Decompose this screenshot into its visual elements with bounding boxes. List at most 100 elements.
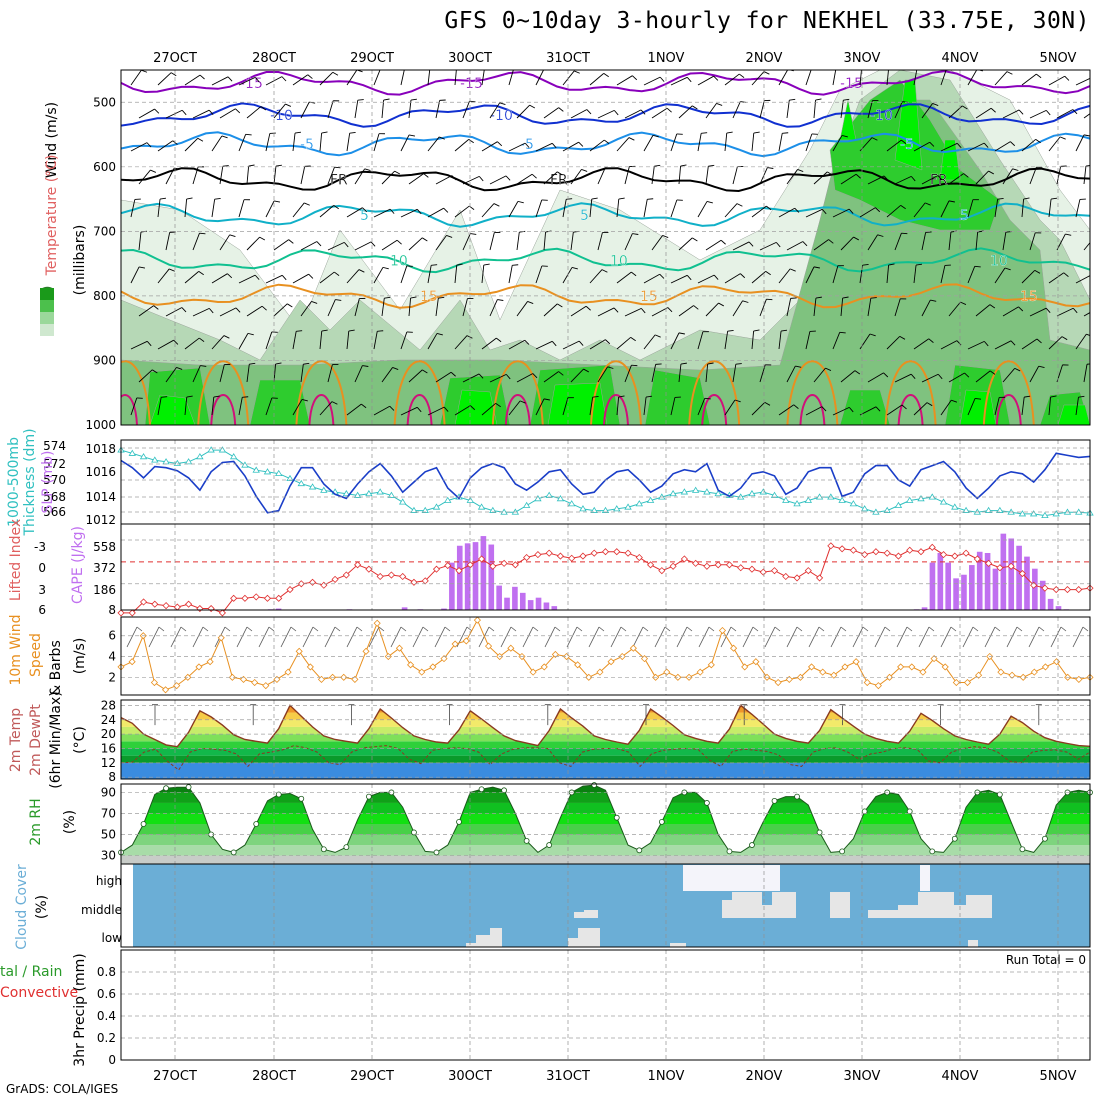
wind-barb xyxy=(940,70,947,86)
wind-barb xyxy=(805,266,815,284)
data-point-marker xyxy=(917,495,925,502)
lifted-index-tick-label: -3 xyxy=(34,540,46,554)
wind10-barb-flag xyxy=(444,626,451,632)
wind-barb xyxy=(894,233,902,251)
rh2m-marker xyxy=(749,842,755,848)
wind-barb xyxy=(1056,307,1074,317)
wind-barb xyxy=(678,237,693,251)
wind-barb xyxy=(508,265,513,284)
cloud-cover-cell xyxy=(898,905,918,918)
rh2m-marker xyxy=(839,848,846,855)
wind-barb xyxy=(130,199,136,218)
wind-barb-flag xyxy=(910,176,916,182)
data-point-marker xyxy=(362,647,370,655)
rh2m-marker xyxy=(771,797,778,804)
precip-axis-title: 3hr Precip (mm) xyxy=(72,953,88,1066)
wind-barb-flag xyxy=(862,263,869,266)
wind-barb-flag xyxy=(470,233,477,235)
wind-barb-flag xyxy=(848,208,854,214)
wind-barb-flag xyxy=(505,374,511,380)
wind10-barb xyxy=(610,626,622,648)
data-point-marker xyxy=(574,661,582,669)
wind-barb-flag xyxy=(632,75,638,81)
wind-barb-flag xyxy=(176,366,183,370)
wind-barb xyxy=(1002,168,1013,185)
wind-barb xyxy=(670,332,680,350)
rh2m-marker xyxy=(456,818,462,825)
wind-barb-flag xyxy=(1078,395,1085,398)
wind-barb xyxy=(616,397,620,416)
data-point-marker xyxy=(919,668,927,676)
rh-band xyxy=(121,813,1090,824)
wind-barb-flag xyxy=(706,200,713,204)
data-point-marker xyxy=(680,555,688,563)
cape-bar xyxy=(1039,580,1046,610)
wind-barb-flag xyxy=(273,200,281,203)
wind-barb-flag xyxy=(496,337,502,343)
wind10-barb-flag xyxy=(136,626,143,632)
wind-barb-flag xyxy=(765,270,771,276)
wind10-axis-title-2: Speed xyxy=(28,633,44,677)
wind-barb-flag xyxy=(640,109,646,115)
wind-barb-flag xyxy=(735,363,742,365)
wind-barb xyxy=(319,71,334,86)
wind-barb xyxy=(678,305,694,317)
wind-barb-flag xyxy=(899,335,906,340)
isotherm-label: 5 xyxy=(360,208,369,224)
data-point-marker xyxy=(440,655,448,663)
wind-barb-flag xyxy=(566,198,573,200)
cloud-cover-cell xyxy=(476,935,490,947)
wind-barb xyxy=(1075,397,1079,416)
wind-barb-flag xyxy=(469,100,476,103)
wind-barb xyxy=(562,199,567,218)
rh2m-tick-label: 70 xyxy=(101,806,116,820)
rh2m-marker xyxy=(951,835,958,842)
wind10-barb-flag xyxy=(796,626,803,632)
rh-shade-region xyxy=(839,389,891,425)
wind-barb xyxy=(886,265,890,284)
temp-band xyxy=(121,741,1090,749)
wind-barb xyxy=(157,339,174,350)
wind-barb-flag xyxy=(495,402,501,408)
wind-barb-flag xyxy=(221,135,228,139)
data-point-marker xyxy=(752,658,760,666)
wind-barb xyxy=(138,169,151,185)
wind-barb xyxy=(678,166,682,185)
wind-barb xyxy=(778,207,795,218)
top-date-label: 3NOV xyxy=(844,51,881,66)
wind10-barb-flag xyxy=(158,626,165,632)
lifted-index-axis-title: Lifted Index xyxy=(8,519,24,601)
wind10-barb xyxy=(1050,626,1062,648)
isotherm-label: 5 xyxy=(960,208,969,224)
wind-barb-flag xyxy=(853,236,860,241)
cloud-cover-cell xyxy=(920,865,930,891)
wind-barb xyxy=(813,298,817,317)
wind-barb xyxy=(157,72,172,86)
wind-barb xyxy=(651,235,663,251)
wind-barb-flag xyxy=(854,370,861,375)
wind-barb-flag xyxy=(900,204,906,210)
wind-barb-flag xyxy=(332,71,339,76)
data-point-marker xyxy=(150,678,158,687)
data-point-marker xyxy=(1063,586,1072,594)
wind-barb xyxy=(265,331,273,350)
wind-barb-flag xyxy=(519,400,526,404)
bottom-date-label: 29OCT xyxy=(350,1069,394,1084)
data-point-marker xyxy=(748,565,756,573)
cape-bar xyxy=(1008,538,1015,610)
data-point-marker xyxy=(275,469,283,477)
rh2m-marker xyxy=(320,846,327,853)
isotherm-25-loop xyxy=(308,394,335,425)
wind-barb-flag xyxy=(659,273,665,279)
data-point-marker xyxy=(353,491,362,498)
isotherm-25-loop xyxy=(995,394,1022,425)
wind-barb xyxy=(786,365,796,383)
wind10-barb-flag xyxy=(356,626,363,632)
data-point-marker xyxy=(410,506,418,513)
wind-barb xyxy=(211,199,216,218)
wind-barb-flag xyxy=(813,266,820,269)
isotherm-25-loop xyxy=(701,394,728,425)
rh2m-tick-label: 90 xyxy=(101,785,116,799)
panel-3-frame xyxy=(120,523,1091,611)
temp2m-tick-label: 8 xyxy=(108,770,116,784)
